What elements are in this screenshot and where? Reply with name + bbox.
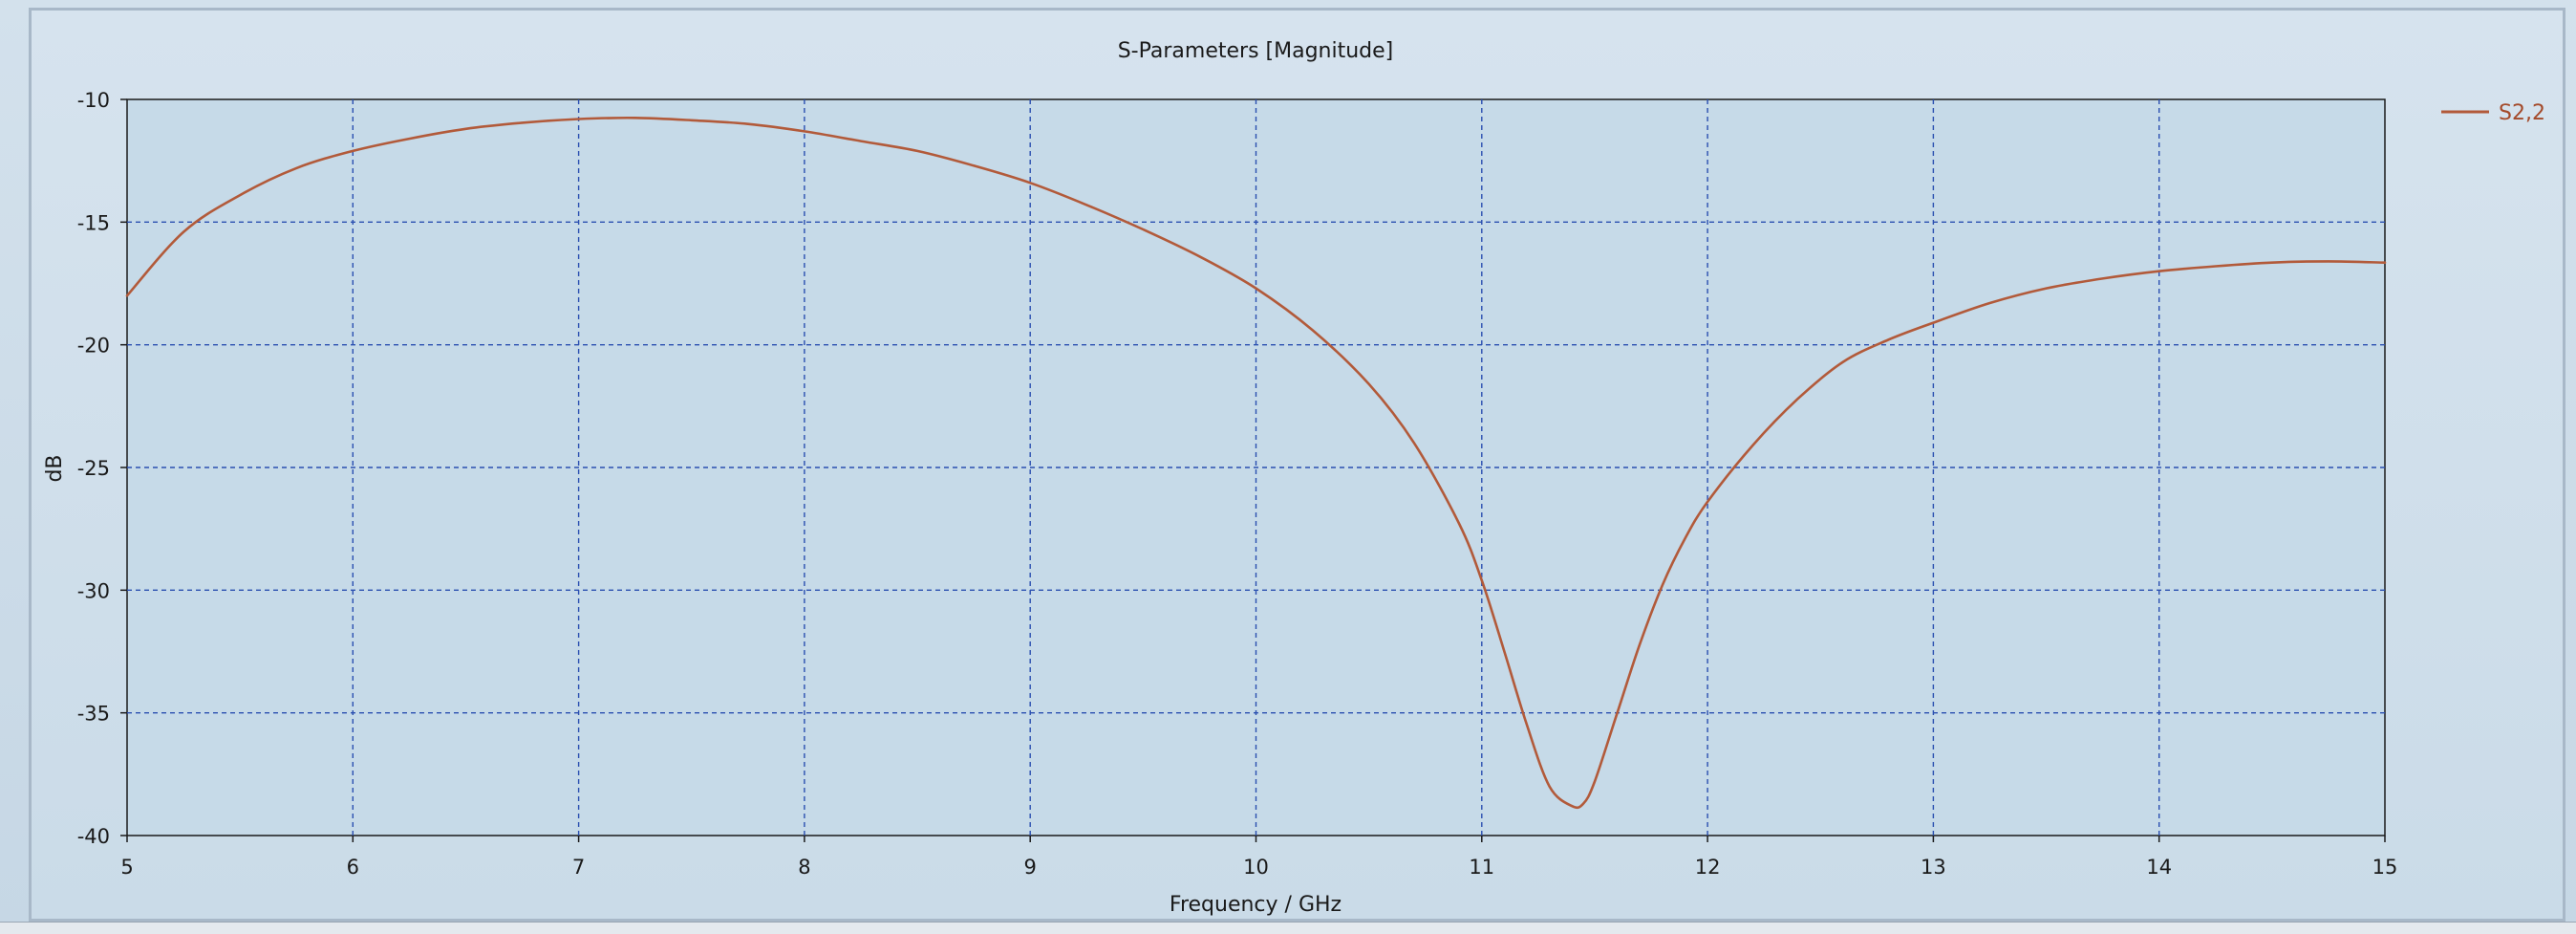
x-tick-label: 9 (1024, 856, 1037, 879)
y-tick-label: -30 (77, 579, 110, 602)
x-tick-label: 6 (347, 856, 359, 879)
chart-title: S-Parameters [Magnitude] (1118, 39, 1394, 63)
series-line-s22 (125, 116, 2387, 810)
x-axis-title: Frequency / GHz (1170, 893, 1342, 917)
y-tick-label: -10 (77, 89, 110, 112)
x-tick-label: 13 (1921, 856, 1946, 879)
y-tick-label: -20 (77, 335, 110, 358)
x-tick-label: 10 (1243, 856, 1269, 879)
y-tick-label: -15 (77, 211, 110, 234)
x-tick-label: 7 (572, 856, 585, 879)
legend: S2,2 (2441, 101, 2545, 125)
y-tick-label: -35 (77, 703, 110, 726)
tick-labels: 5 6 7 8 9 10 11 12 13 14 15 -10 -15 -20 -25 -30 -35 -40 (77, 89, 2398, 879)
x-tick-label: 8 (798, 856, 810, 879)
legend-label-s22: S2,2 (2499, 101, 2545, 125)
x-tick-label: 5 (120, 856, 133, 879)
series-layer (125, 116, 2387, 810)
status-bar (0, 922, 2576, 934)
x-tick-label: 11 (1469, 856, 1494, 879)
x-tick-label: 15 (2372, 856, 2398, 879)
axis-ticks (120, 98, 2386, 842)
y-axis-title: dB (43, 454, 67, 482)
x-tick-label: 12 (1695, 856, 1721, 879)
y-tick-label: -40 (77, 825, 110, 848)
grid-lines (127, 99, 2385, 836)
x-tick-label: 14 (2146, 856, 2172, 879)
y-tick-label: -25 (77, 457, 110, 480)
